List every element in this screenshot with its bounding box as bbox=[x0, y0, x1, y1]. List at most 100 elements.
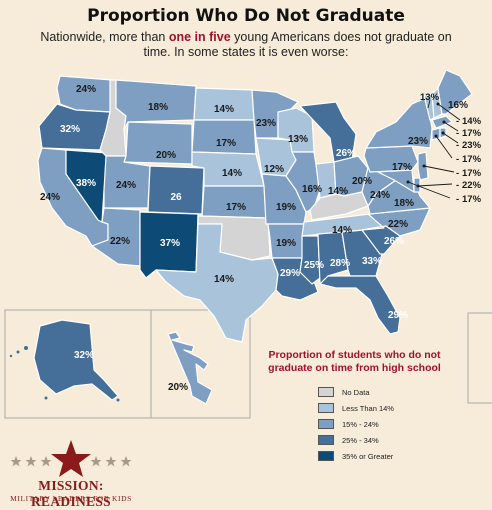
state-MA bbox=[431, 115, 453, 129]
logo-stars bbox=[10, 456, 132, 467]
state-CO bbox=[147, 165, 205, 215]
label-SD: 17% bbox=[216, 138, 236, 149]
label-TN: 14% bbox=[332, 225, 352, 236]
legend-swatch bbox=[318, 451, 334, 461]
label-OR: 32% bbox=[60, 124, 80, 135]
svg-text:-: - bbox=[456, 116, 459, 127]
label-NV: 38% bbox=[76, 178, 96, 189]
label-KS: 17% bbox=[226, 202, 246, 213]
label-PA: 17% bbox=[392, 162, 412, 173]
label-MA: 17% bbox=[462, 128, 482, 139]
subtitle-post: young Americans does not graduate on tim… bbox=[143, 30, 452, 59]
label-CT: 17% bbox=[462, 154, 482, 165]
legend-swatch bbox=[318, 387, 334, 397]
svg-text:-: - bbox=[456, 168, 459, 179]
hawaii-inset-frame bbox=[150, 309, 251, 419]
subtitle-highlight: one in five bbox=[168, 30, 231, 44]
label-VA: 18% bbox=[394, 198, 414, 209]
legend-label: Less Than 14% bbox=[342, 403, 394, 413]
label-AR: 19% bbox=[276, 238, 296, 249]
star-icon bbox=[40, 456, 52, 467]
state-HI bbox=[167, 331, 213, 405]
mission-readiness-logo bbox=[10, 440, 132, 477]
state-MD bbox=[377, 169, 415, 193]
alaska-islands bbox=[9, 346, 120, 402]
big-star-icon bbox=[51, 440, 91, 477]
label-CO: 26 bbox=[170, 192, 182, 203]
state-WY bbox=[123, 121, 193, 165]
svg-text:-: - bbox=[456, 128, 459, 139]
legend-title: Proportion of students who do not gradua… bbox=[268, 349, 441, 374]
logo-name: MISSION: READINESS bbox=[31, 478, 111, 509]
label-VT: 13% bbox=[420, 92, 440, 103]
state-ME bbox=[437, 69, 473, 115]
svg-text:-: - bbox=[456, 194, 459, 205]
label-FL: 29% bbox=[388, 310, 408, 321]
state-CT bbox=[431, 127, 441, 141]
label-OH: 20% bbox=[352, 176, 372, 187]
state-FL bbox=[319, 275, 401, 335]
label-DE: 22% bbox=[462, 180, 482, 191]
label-ME: 16% bbox=[448, 100, 468, 111]
label-WA: 24% bbox=[76, 84, 96, 95]
legend-label: 35% or Greater bbox=[342, 451, 394, 461]
logo-tagline: MILITARY LEADERS FOR KIDS bbox=[10, 494, 132, 503]
label-WI: 13% bbox=[288, 134, 308, 145]
label-NY: 23% bbox=[408, 136, 428, 147]
legend-swatch bbox=[318, 419, 334, 429]
label-IL: 16% bbox=[302, 184, 322, 195]
label-AZ: 22% bbox=[110, 236, 130, 247]
state-MI bbox=[299, 101, 357, 163]
label-RI: 23% bbox=[462, 140, 482, 151]
page-title: Proportion Who Do Not Graduate bbox=[87, 6, 405, 26]
inset-frame-edge bbox=[467, 312, 492, 404]
label-MN: 23% bbox=[256, 118, 276, 129]
label-NJ: 17% bbox=[462, 168, 482, 179]
label-NH: 14% bbox=[462, 116, 482, 127]
label-IA: 12% bbox=[264, 164, 284, 175]
label-WY: 20% bbox=[156, 150, 176, 161]
label-MT: 18% bbox=[148, 102, 168, 113]
label-HI: 20% bbox=[168, 382, 188, 393]
svg-text:-: - bbox=[456, 180, 459, 191]
label-GA: 33% bbox=[362, 256, 382, 267]
state-NY bbox=[365, 97, 433, 149]
subtitle: Nationwide, more than one in five young … bbox=[40, 30, 452, 60]
star-icon bbox=[25, 456, 37, 467]
star-icon bbox=[120, 456, 132, 467]
label-SC: 26% bbox=[384, 236, 404, 247]
state-AL bbox=[317, 231, 349, 285]
legend-item-25-34: 25% - 34% bbox=[318, 434, 379, 446]
svg-text:-: - bbox=[456, 140, 459, 151]
legend-item-35-plus: 35% or Greater bbox=[318, 450, 393, 462]
state-AK bbox=[33, 319, 119, 401]
svg-text:-: - bbox=[456, 154, 459, 165]
label-MI: 26% bbox=[336, 148, 356, 159]
legend-item-less-than-14: Less Than 14% bbox=[318, 402, 394, 414]
label-NM: 37% bbox=[160, 238, 180, 249]
label-LA: 29% bbox=[280, 268, 300, 279]
label-IN: 14% bbox=[328, 186, 348, 197]
label-TX: 14% bbox=[214, 274, 234, 285]
star-icon bbox=[105, 456, 117, 467]
northeast-leader-dots bbox=[406, 102, 446, 188]
label-WV: 24% bbox=[370, 190, 390, 201]
label-UT: 24% bbox=[116, 180, 136, 191]
star-icon bbox=[10, 456, 22, 467]
label-AK: 32% bbox=[74, 350, 94, 361]
label-CA: 24% bbox=[40, 192, 60, 203]
label-MO: 19% bbox=[276, 202, 296, 213]
star-icon bbox=[90, 456, 102, 467]
legend-swatch bbox=[318, 403, 334, 413]
label-ND: 14% bbox=[214, 104, 234, 115]
legend-label: 15% - 24% bbox=[342, 419, 379, 429]
label-MD: 17% bbox=[462, 194, 482, 205]
label-NC: 22% bbox=[388, 219, 408, 230]
state-NC bbox=[361, 207, 431, 237]
label-MS: 25% bbox=[304, 260, 324, 271]
label-NE: 14% bbox=[222, 168, 242, 179]
northeast-leaders bbox=[407, 99, 461, 199]
legend-item-no-data: No Data bbox=[318, 386, 370, 398]
legend-item-15-24: 15% - 24% bbox=[318, 418, 379, 430]
